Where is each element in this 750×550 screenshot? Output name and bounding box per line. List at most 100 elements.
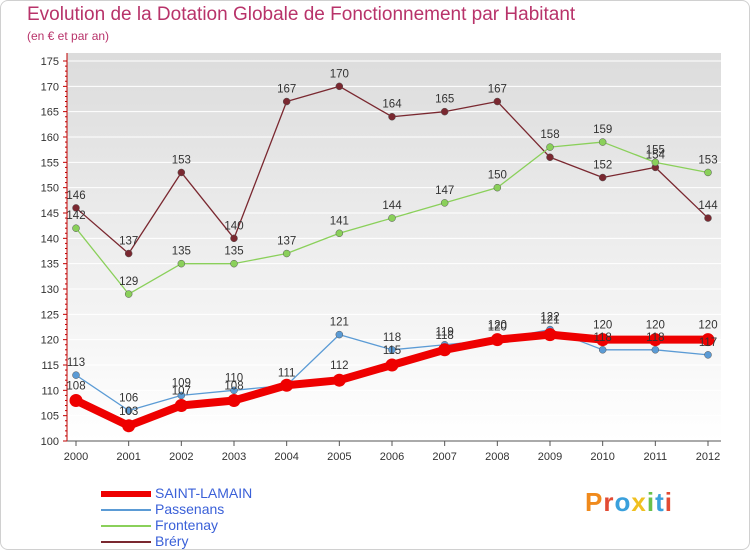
x-tick-label: 2010 — [590, 451, 614, 463]
data-point — [648, 333, 662, 347]
data-label: 119 — [435, 327, 453, 339]
data-point — [598, 173, 607, 182]
data-label: 109 — [172, 377, 191, 389]
data-point — [388, 346, 396, 354]
data-point — [280, 378, 294, 392]
data-label: 103 — [119, 406, 138, 418]
data-point — [335, 330, 344, 339]
legend-label: Passenans — [155, 501, 225, 517]
data-point — [704, 214, 712, 222]
data-label: 121 — [540, 315, 559, 327]
data-point — [122, 419, 136, 433]
chart-subtitle: (en € et par an) — [27, 29, 110, 43]
data-point — [124, 290, 133, 298]
data-label: 142 — [66, 210, 85, 222]
data-label: 146 — [66, 190, 85, 202]
data-point — [177, 259, 186, 268]
data-label: 108 — [66, 380, 85, 392]
data-label: 147 — [435, 185, 454, 197]
data-point — [72, 224, 80, 232]
data-point — [651, 158, 660, 167]
y-tick-label: 155 — [41, 157, 59, 169]
data-point — [651, 346, 660, 354]
data-point — [227, 393, 241, 407]
data-point — [230, 259, 238, 268]
x-tick-label: 2007 — [432, 451, 456, 463]
y-tick-label: 160 — [41, 132, 59, 144]
data-label: 135 — [224, 246, 243, 258]
data-point — [230, 234, 238, 243]
x-tick-label: 2009 — [538, 451, 562, 463]
data-label: 137 — [119, 236, 138, 248]
data-label: 118 — [435, 330, 453, 342]
data-point — [69, 393, 83, 407]
data-label: 108 — [224, 380, 243, 392]
x-tick-label: 2004 — [274, 451, 298, 463]
data-label: 159 — [593, 124, 612, 136]
data-label: 110 — [225, 372, 243, 384]
data-point — [385, 358, 399, 372]
data-label: 165 — [435, 94, 454, 106]
data-label: 150 — [488, 170, 507, 182]
x-tick-label: 2002 — [169, 451, 193, 463]
data-point — [332, 373, 346, 387]
data-label: 120 — [698, 320, 717, 332]
data-label: 120 — [488, 322, 507, 334]
data-point — [388, 112, 396, 121]
y-tick-label: 145 — [41, 208, 59, 220]
data-label: 120 — [646, 320, 665, 332]
data-point — [438, 343, 452, 357]
data-label: 167 — [488, 84, 507, 96]
legend-label: Bréry — [155, 533, 189, 549]
data-point — [596, 333, 610, 347]
data-label: 107 — [172, 386, 191, 398]
legend-swatch — [101, 491, 151, 497]
data-point — [335, 82, 344, 91]
data-label: 112 — [330, 360, 348, 372]
data-label: 122 — [540, 312, 559, 324]
data-label: 111 — [278, 367, 295, 379]
y-tick-label: 120 — [41, 335, 59, 347]
data-label: 170 — [330, 68, 349, 80]
data-point — [177, 168, 186, 177]
y-tick-label: 165 — [41, 107, 59, 119]
data-label: 154 — [646, 149, 666, 161]
x-tick-label: 2003 — [222, 451, 246, 463]
data-label: 137 — [277, 236, 296, 248]
y-tick-label: 125 — [41, 309, 59, 321]
data-point — [704, 351, 712, 359]
data-point — [124, 406, 133, 415]
data-label: 140 — [224, 220, 243, 232]
data-label: 118 — [383, 332, 401, 344]
data-label: 153 — [172, 154, 191, 166]
data-point — [282, 97, 291, 106]
data-label: 120 — [593, 320, 612, 332]
data-label: 155 — [646, 144, 665, 156]
data-label: 121 — [330, 317, 349, 329]
data-point — [440, 107, 449, 116]
data-label: 118 — [593, 332, 611, 344]
data-point — [440, 199, 449, 207]
data-label: 158 — [540, 129, 559, 141]
data-point — [598, 138, 607, 146]
data-point — [704, 168, 712, 177]
y-tick-label: 175 — [41, 56, 59, 68]
legend-label: SAINT-LAMAIN — [155, 485, 253, 501]
data-point — [546, 143, 554, 151]
y-tick-label: 135 — [41, 259, 59, 271]
legend-swatch — [101, 525, 151, 527]
legend-label: Frontenay — [155, 517, 219, 533]
data-point — [124, 249, 133, 258]
data-label: 118 — [646, 332, 664, 344]
data-point — [493, 183, 502, 192]
data-point — [388, 214, 396, 222]
data-point — [72, 371, 80, 379]
data-label: 115 — [383, 345, 401, 357]
x-tick-label: 2011 — [644, 451, 668, 463]
data-label: 117 — [699, 337, 717, 349]
data-label: 120 — [488, 320, 507, 332]
y-tick-label: 110 — [41, 385, 59, 397]
data-point — [543, 328, 557, 342]
x-tick-label: 2001 — [116, 451, 140, 463]
